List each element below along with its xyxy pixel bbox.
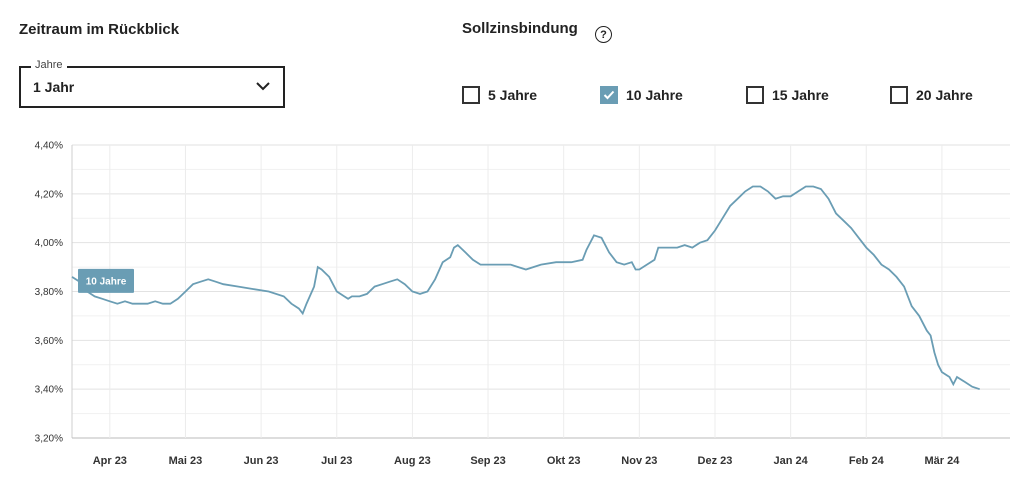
checkmark-icon bbox=[603, 90, 615, 100]
series-label-background bbox=[78, 268, 134, 293]
y-tick-label: 3,40% bbox=[35, 385, 63, 396]
period-title: Zeitraum im Rückblick bbox=[19, 21, 180, 38]
x-tick-label: Jan 24 bbox=[774, 455, 809, 467]
grid-lines bbox=[71, 144, 1010, 439]
checkbox-10-jahre[interactable]: 10 Jahre bbox=[600, 86, 683, 104]
y-tick-label: 3,60% bbox=[35, 336, 63, 347]
x-tick-label: Jul 23 bbox=[321, 455, 352, 467]
checkbox-20-jahre[interactable]: 20 Jahre bbox=[890, 86, 973, 104]
x-tick-label: Okt 23 bbox=[547, 455, 581, 467]
series-line-10-jahre bbox=[71, 185, 980, 391]
x-tick-label: Aug 23 bbox=[394, 455, 431, 467]
checkbox-15-jahre[interactable]: 15 Jahre bbox=[746, 86, 829, 104]
checkbox-box[interactable] bbox=[746, 86, 764, 104]
x-tick-label: Feb 24 bbox=[849, 455, 885, 467]
x-tick-label: Apr 23 bbox=[93, 455, 127, 467]
checkbox-label: 20 Jahre bbox=[916, 87, 973, 103]
select-legend: Jahre bbox=[31, 59, 67, 71]
rate-history-chart: 3,20% 3,40% 3,60% 3,80% 4,00% 4,20% 4,40% Apr … bbox=[35, 141, 1010, 467]
checkbox-box[interactable] bbox=[462, 86, 480, 104]
checkbox-box[interactable] bbox=[890, 86, 908, 104]
y-tick-label: 4,40% bbox=[35, 141, 63, 152]
x-tick-label: Dez 23 bbox=[698, 455, 733, 467]
x-tick-label: Nov 23 bbox=[621, 455, 657, 467]
select-value: 1 Jahr bbox=[33, 79, 75, 95]
checkbox-label: 5 Jahre bbox=[488, 87, 538, 103]
help-icon[interactable]: ? bbox=[595, 26, 612, 43]
fixed-rate-period-title: Sollzinsbindung bbox=[462, 20, 578, 37]
checkbox-5-jahre[interactable]: 5 Jahre bbox=[462, 86, 537, 104]
period-select[interactable]: Jahre 1 Jahr bbox=[19, 59, 285, 108]
x-tick-label: Mai 23 bbox=[169, 455, 203, 467]
y-tick-label: 3,80% bbox=[35, 287, 63, 298]
chevron-down-icon bbox=[256, 82, 270, 91]
y-tick-label: 4,20% bbox=[35, 189, 63, 200]
y-axis-ticks: 3,20% 3,40% 3,60% 3,80% 4,00% 4,20% 4,40% bbox=[35, 141, 63, 445]
x-tick-label: Sep 23 bbox=[470, 455, 505, 467]
checkbox-label: 15 Jahre bbox=[772, 87, 829, 103]
x-axis-ticks: Apr 23 Mai 23 Jun 23 Jul 23 Aug 23 Sep 23 Okt … bbox=[93, 455, 961, 467]
series-label-badge: 10 Jahre bbox=[78, 268, 134, 293]
x-tick-label: Mär 24 bbox=[924, 455, 960, 467]
series-label-text: 10 Jahre bbox=[86, 276, 127, 287]
checkbox-label: 10 Jahre bbox=[626, 87, 683, 103]
checkbox-box[interactable] bbox=[600, 86, 618, 104]
y-tick-label: 3,20% bbox=[35, 434, 63, 445]
y-tick-label: 4,00% bbox=[35, 238, 63, 249]
x-tick-label: Jun 23 bbox=[244, 455, 279, 467]
